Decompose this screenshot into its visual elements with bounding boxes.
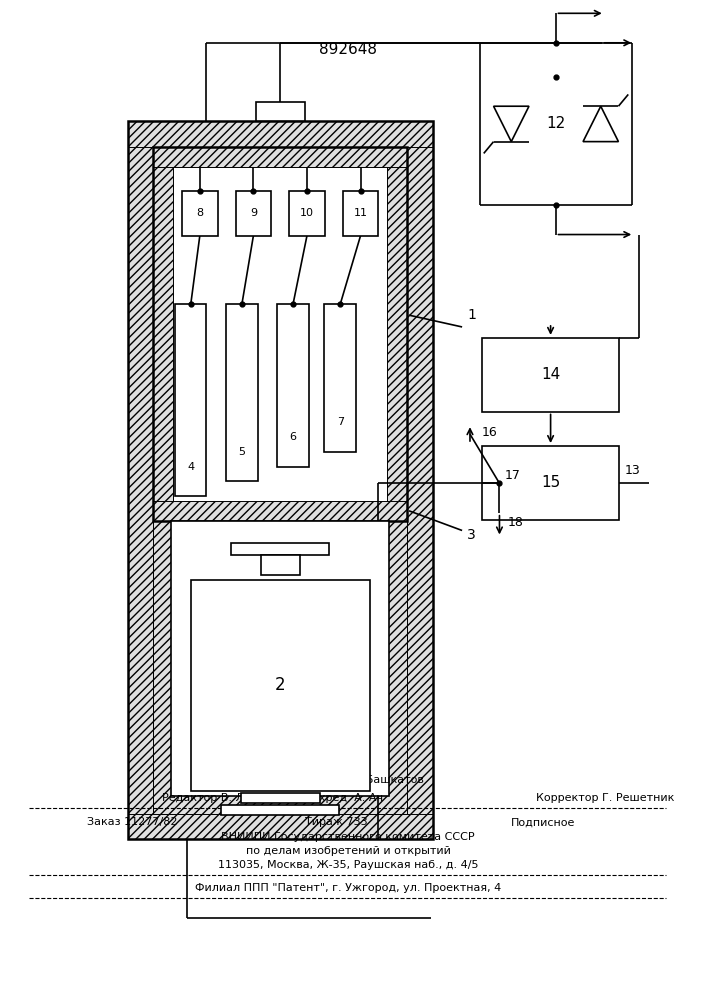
Text: 17: 17	[504, 469, 520, 482]
Text: Подписное: Подписное	[511, 817, 575, 827]
Text: Филиал ППП "Патент", г. Ужгород, ул. Проектная, 4: Филиал ППП "Патент", г. Ужгород, ул. Про…	[195, 883, 501, 893]
Text: по делам изобретений и открытий: по делам изобретений и открытий	[245, 846, 450, 856]
Bar	[325, 304, 356, 452]
Text: Корректор Г. Решетник: Корректор Г. Решетник	[536, 793, 674, 803]
Bar	[235, 191, 271, 236]
Bar	[128, 121, 433, 147]
Text: 16: 16	[481, 426, 498, 439]
Bar	[481, 446, 619, 520]
Bar	[153, 501, 407, 521]
Text: 13: 13	[624, 464, 640, 477]
Text: 6: 6	[289, 432, 296, 442]
Bar	[256, 102, 305, 121]
Bar	[407, 121, 433, 839]
Bar	[231, 543, 329, 555]
Bar	[128, 121, 153, 839]
Bar	[128, 121, 433, 839]
Text: Составитель И. Башкатов: Составитель И. Башкатов	[272, 775, 424, 785]
Text: 892648: 892648	[319, 42, 377, 57]
Text: 12: 12	[546, 116, 565, 131]
Bar	[289, 191, 325, 236]
Bar	[153, 147, 173, 521]
Text: 15: 15	[541, 475, 560, 490]
Bar	[182, 191, 218, 236]
Text: 113035, Москва, Ж-35, Раушская наб., д. 4/5: 113035, Москва, Ж-35, Раушская наб., д. …	[218, 860, 479, 870]
Bar	[171, 521, 390, 796]
Text: Редактор В. Лазаренко  Техред  А. Ач: Редактор В. Лазаренко Техред А. Ач	[162, 793, 383, 803]
Text: 7: 7	[337, 417, 344, 427]
Text: 8: 8	[197, 208, 204, 218]
Text: 3: 3	[467, 528, 476, 542]
Bar	[241, 793, 320, 803]
Text: 9: 9	[250, 208, 257, 218]
Text: 4: 4	[187, 462, 194, 472]
Bar	[153, 521, 407, 814]
Bar	[387, 147, 407, 521]
Text: 11: 11	[354, 208, 368, 218]
Bar	[226, 304, 257, 481]
Bar	[481, 338, 619, 412]
Bar	[343, 191, 378, 236]
Text: 18: 18	[508, 516, 523, 529]
Bar	[221, 805, 339, 815]
Text: 14: 14	[541, 367, 560, 382]
Text: Тираж 733: Тираж 733	[305, 817, 368, 827]
Text: Заказ 11277/82: Заказ 11277/82	[86, 817, 177, 827]
Bar	[153, 147, 407, 167]
Bar	[128, 814, 433, 839]
Bar	[175, 304, 206, 496]
Text: 10: 10	[300, 208, 314, 218]
Bar	[191, 580, 370, 791]
Bar	[153, 147, 407, 521]
Text: 5: 5	[238, 447, 245, 457]
Text: ВНИИПИ Государственного комитета СССР: ВНИИПИ Государственного комитета СССР	[221, 832, 475, 842]
Text: 2: 2	[275, 676, 286, 694]
Text: 1: 1	[467, 308, 476, 322]
Bar	[277, 304, 309, 467]
Bar	[261, 555, 300, 575]
